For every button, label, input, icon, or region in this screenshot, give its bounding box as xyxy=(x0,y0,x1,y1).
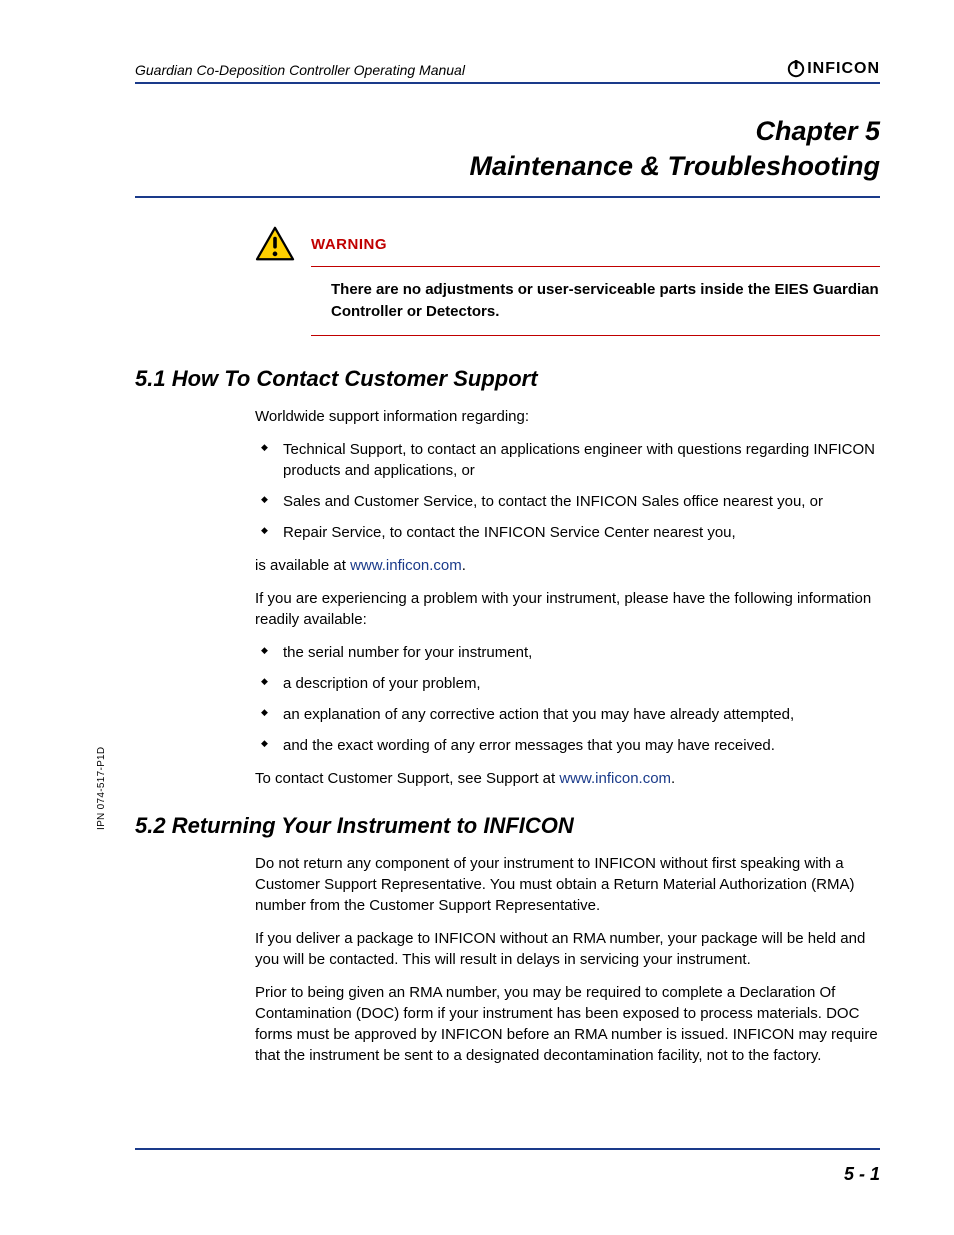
section-5-2-heading: 5.2 Returning Your Instrument to INFICON xyxy=(135,813,880,839)
inficon-link[interactable]: www.inficon.com xyxy=(350,557,462,574)
s1-contact: To contact Customer Support, see Support… xyxy=(255,768,880,789)
list-item: a description of your problem, xyxy=(255,673,880,694)
chapter-line1: Chapter 5 xyxy=(755,116,880,146)
footer-rule xyxy=(135,1148,880,1150)
s2-p2: If you deliver a package to INFICON with… xyxy=(255,928,880,970)
warning-triangle-icon xyxy=(255,226,295,262)
section-5-1-heading: 5.1 How To Contact Customer Support xyxy=(135,366,880,392)
page-number: 5 - 1 xyxy=(135,1164,880,1185)
text: . xyxy=(462,557,466,574)
section-5-1-body: Worldwide support information regarding:… xyxy=(255,406,880,789)
s1-problem-intro: If you are experiencing a problem with y… xyxy=(255,588,880,630)
logo-icon xyxy=(787,60,805,78)
list-item: and the exact wording of any error messa… xyxy=(255,735,880,756)
warning-text: There are no adjustments or user-service… xyxy=(331,279,880,323)
s2-p3: Prior to being given an RMA number, you … xyxy=(255,982,880,1066)
side-ipn-label: IPN 074-517-P1D xyxy=(96,747,107,830)
s1-bullets-2: the serial number for your instrument, a… xyxy=(255,642,880,756)
page-footer: 5 - 1 xyxy=(135,1148,880,1185)
list-item: Sales and Customer Service, to contact t… xyxy=(255,491,880,512)
brand-logo: INFICON xyxy=(787,60,880,78)
warning-rule-top xyxy=(311,266,880,267)
list-item: Technical Support, to contact an applica… xyxy=(255,439,880,481)
list-item: the serial number for your instrument, xyxy=(255,642,880,663)
warning-rule-bottom xyxy=(311,335,880,336)
text: is available at xyxy=(255,557,350,574)
list-item: an explanation of any corrective action … xyxy=(255,704,880,725)
text: To contact Customer Support, see Support… xyxy=(255,770,559,787)
chapter-title: Chapter 5 Maintenance & Troubleshooting xyxy=(135,114,880,184)
warning-callout: WARNING There are no adjustments or user… xyxy=(255,226,880,336)
text: . xyxy=(671,770,675,787)
s2-p1: Do not return any component of your inst… xyxy=(255,853,880,916)
s1-bullets-1: Technical Support, to contact an applica… xyxy=(255,439,880,543)
chapter-rule xyxy=(135,196,880,198)
warning-label: WARNING xyxy=(311,236,387,253)
page-header: Guardian Co-Deposition Controller Operat… xyxy=(135,60,880,84)
list-item: Repair Service, to contact the INFICON S… xyxy=(255,522,880,543)
running-title: Guardian Co-Deposition Controller Operat… xyxy=(135,62,465,78)
section-5-2-body: Do not return any component of your inst… xyxy=(255,853,880,1066)
logo-text: INFICON xyxy=(807,60,880,78)
s1-available: is available at www.inficon.com. xyxy=(255,555,880,576)
chapter-line2: Maintenance & Troubleshooting xyxy=(469,151,880,181)
s1-intro: Worldwide support information regarding: xyxy=(255,406,880,427)
page-content: Guardian Co-Deposition Controller Operat… xyxy=(135,60,880,1078)
inficon-link[interactable]: www.inficon.com xyxy=(559,770,671,787)
